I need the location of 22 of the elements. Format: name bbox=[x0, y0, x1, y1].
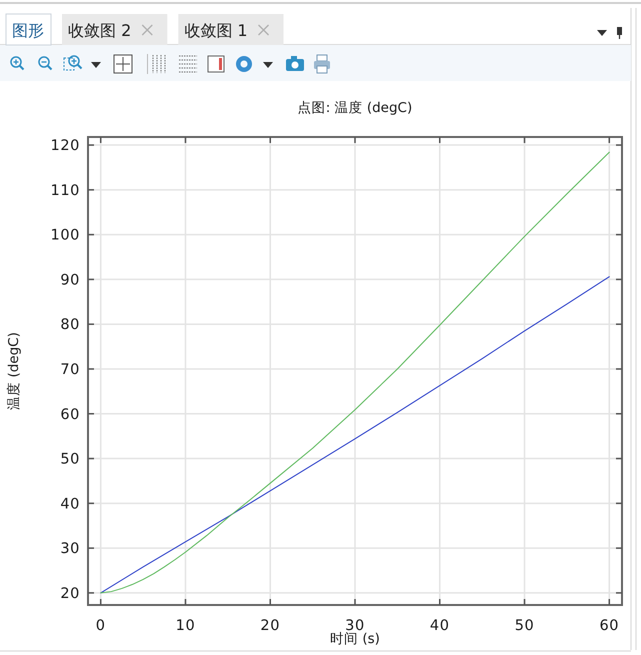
y-tick-label: 40 bbox=[60, 496, 80, 512]
line-series bbox=[100, 276, 610, 594]
chart-title: 点图: 温度 (degC) bbox=[298, 100, 412, 116]
y-tick-label: 50 bbox=[60, 452, 80, 468]
x-tick-label: 10 bbox=[176, 618, 196, 634]
y-tick-label: 90 bbox=[60, 272, 80, 288]
y-tick-label: 100 bbox=[50, 228, 80, 244]
y-tick-label: 110 bbox=[50, 182, 80, 199]
x-tick-label: 0 bbox=[96, 618, 106, 634]
y-tick-label: 30 bbox=[60, 541, 80, 558]
y-tick-label: 80 bbox=[60, 317, 80, 334]
y-tick-label: 70 bbox=[60, 362, 80, 378]
x-tick-label: 40 bbox=[430, 618, 450, 634]
x-tick-label: 50 bbox=[514, 618, 534, 634]
y-tick-label: 120 bbox=[50, 138, 80, 154]
x-tick-label: 60 bbox=[599, 618, 620, 634]
y-tick-label: 20 bbox=[60, 586, 80, 602]
y-axis-title: 温度 (degC) bbox=[6, 332, 22, 410]
x-axis-title: 时间 (s) bbox=[330, 631, 380, 647]
y-tick-label: 60 bbox=[60, 406, 80, 423]
line-series bbox=[100, 152, 610, 594]
x-tick-label: 20 bbox=[260, 618, 280, 634]
